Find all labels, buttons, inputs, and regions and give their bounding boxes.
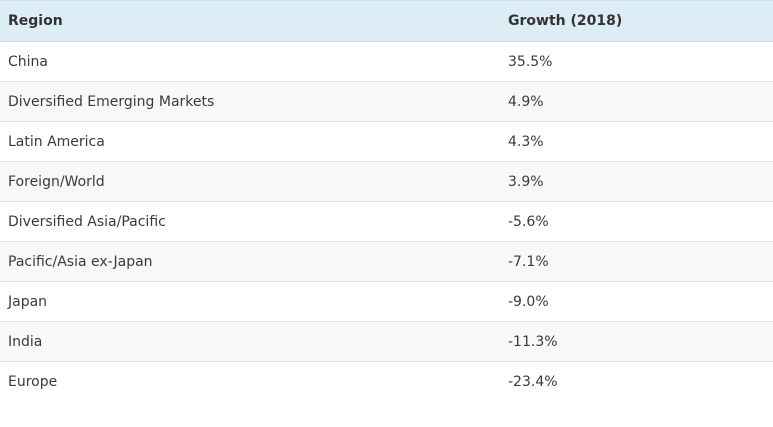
- table-header: Region Growth (2018): [0, 0, 773, 42]
- table-row: Europe -23.4%: [0, 361, 773, 402]
- table-row: China 35.5%: [0, 41, 773, 82]
- column-header-region: Region: [0, 0, 500, 42]
- growth-cell: 4.3%: [508, 133, 544, 150]
- region-cell: Pacific/Asia ex-Japan: [8, 253, 153, 270]
- growth-cell: 35.5%: [508, 53, 553, 70]
- growth-cell: -9.0%: [508, 293, 549, 310]
- table-row: Latin America 4.3%: [0, 121, 773, 162]
- table-row: Japan -9.0%: [0, 281, 773, 322]
- column-header-growth: Growth (2018): [500, 0, 773, 42]
- region-cell: Latin America: [8, 133, 105, 150]
- table-body: China 35.5% Diversified Emerging Markets…: [0, 41, 773, 402]
- growth-cell: 3.9%: [508, 173, 544, 190]
- growth-cell: 4.9%: [508, 93, 544, 110]
- growth-cell: -11.3%: [508, 333, 558, 350]
- table-row: Diversified Emerging Markets 4.9%: [0, 81, 773, 122]
- growth-cell: -7.1%: [508, 253, 549, 270]
- region-cell: Diversified Emerging Markets: [8, 93, 215, 110]
- table-row: India -11.3%: [0, 321, 773, 362]
- header-row: Region Growth (2018): [0, 0, 773, 42]
- table-row: Foreign/World 3.9%: [0, 161, 773, 202]
- region-cell: Diversified Asia/Pacific: [8, 213, 166, 230]
- growth-table: Region Growth (2018) China 35.5% Diversi…: [0, 0, 773, 402]
- region-cell: Foreign/World: [8, 173, 105, 190]
- region-cell: India: [8, 333, 43, 350]
- growth-cell: -23.4%: [508, 373, 558, 390]
- growth-cell: -5.6%: [508, 213, 549, 230]
- region-cell: Europe: [8, 373, 58, 390]
- region-cell: China: [8, 53, 48, 70]
- table-row: Pacific/Asia ex-Japan -7.1%: [0, 241, 773, 282]
- table-row: Diversified Asia/Pacific -5.6%: [0, 201, 773, 242]
- region-cell: Japan: [8, 293, 48, 310]
